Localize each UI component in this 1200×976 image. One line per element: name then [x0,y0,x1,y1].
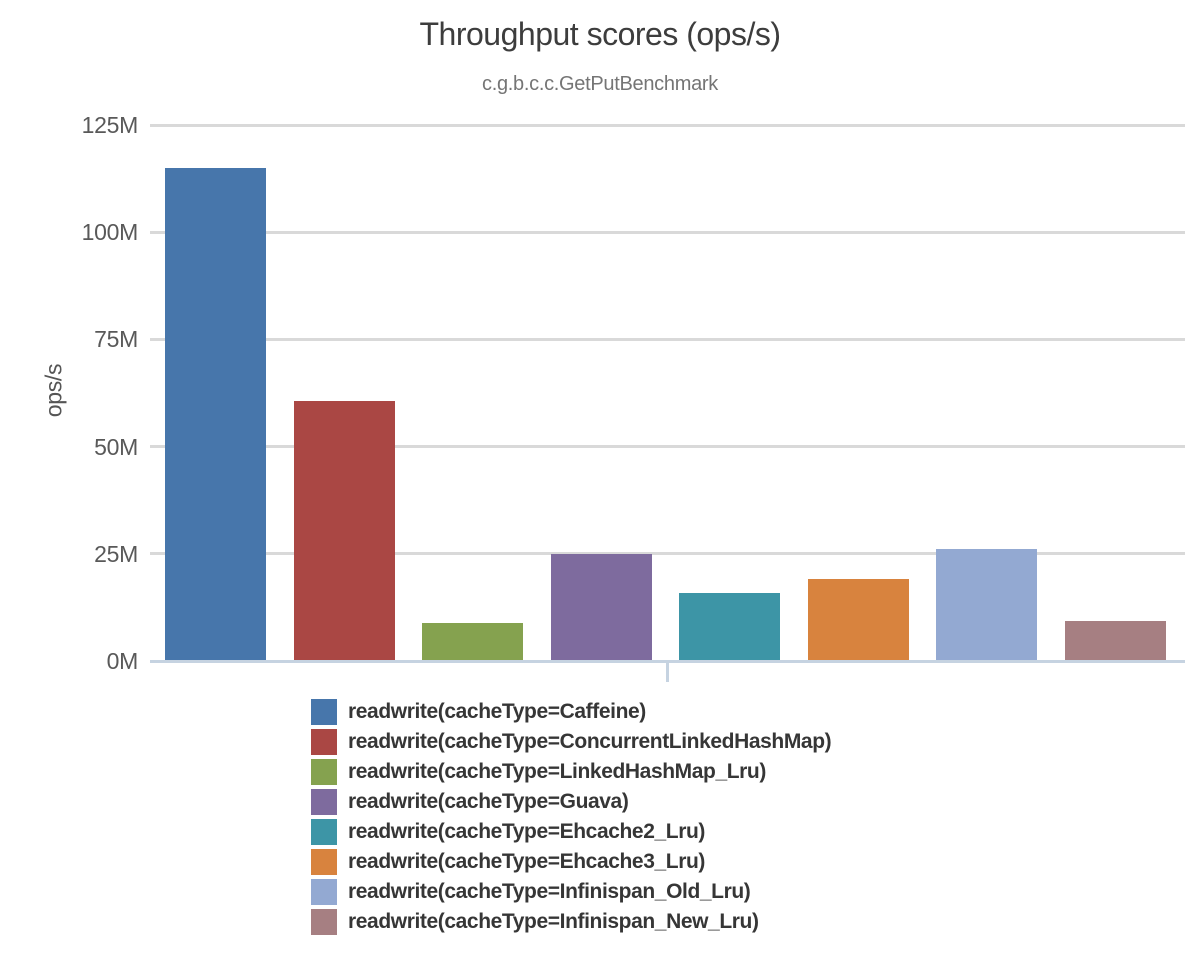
legend-item: readwrite(cacheType=Ehcache3_Lru) [311,847,831,877]
gridline-25m [150,552,1185,556]
chart-title: Throughput scores (ops/s) [419,16,782,52]
legend-item: readwrite(cacheType=Infinispan_Old_Lru) [311,877,831,907]
gridline-75m [150,337,1185,341]
gridline-100m [150,230,1185,234]
legend-swatch-icon [311,909,337,935]
legend-label: readwrite(cacheType=Ehcache2_Lru) [348,820,705,843]
legend-item: readwrite(cacheType=Ehcache2_Lru) [311,817,831,847]
y-tick-label-25m: 25M [94,540,138,567]
gridline-125m [150,123,1185,127]
legend-label: readwrite(cacheType=ConcurrentLinkedHash… [348,730,832,753]
legend-label: readwrite(cacheType=LinkedHashMap_Lru) [348,760,766,783]
legend-item: readwrite(cacheType=Guava) [311,787,831,817]
legend-swatch-icon [311,849,337,875]
legend-item: readwrite(cacheType=ConcurrentLinkedHash… [311,727,832,757]
y-tick-label-100m: 100M [81,219,139,246]
legend-item: readwrite(cacheType=LinkedHashMap_Lru) [311,757,831,787]
legend-label: readwrite(cacheType=Guava) [348,790,629,813]
bar-2-readwrite-cachetype-linkedhashmap-lru- [422,622,523,661]
legend-label: readwrite(cacheType=Infinispan_New_Lru) [348,910,759,933]
legend-label: readwrite(cacheType=Ehcache3_Lru) [348,850,705,873]
legend-swatch-icon [311,699,337,725]
legend: readwrite(cacheType=Caffeine) readwrite(c… [311,697,832,937]
bar-1-readwrite-cachetype-concurrentlinkedhashmap- [294,400,395,661]
legend-label: readwrite(cacheType=Caffeine) [348,700,646,723]
legend-item: readwrite(cacheType=Infinispan_New_Lru) [311,907,831,937]
chart-subtitle: c.g.b.c.c.GetPutBenchmark [482,73,718,95]
legend-swatch-icon [311,819,337,845]
bar-5-readwrite-cachetype-ehcache3-lru- [808,579,909,661]
bar-3-readwrite-cachetype-guava- [551,553,652,661]
bar-0-readwrite-cachetype-caffeine- [165,167,266,661]
bar-6-readwrite-cachetype-infinispan-old-lru- [936,548,1037,661]
legend-swatch-icon [311,879,337,905]
y-tick-label-75m: 75M [94,326,138,353]
y-tick-label-50m: 50M [94,433,138,460]
legend-label: readwrite(cacheType=Infinispan_Old_Lru) [348,880,751,903]
gridline-50m [150,445,1185,449]
bar-7-readwrite-cachetype-infinispan-new-lru- [1065,621,1166,661]
legend-item: readwrite(cacheType=Caffeine) [311,697,831,727]
legend-swatch-icon [311,759,337,785]
bar-4-readwrite-cachetype-ehcache2-lru- [679,592,780,661]
y-tick-label-125m: 125M [81,112,139,138]
x-axis-baseline [150,660,1185,663]
y-tick-label-0m: 0M [106,648,139,674]
legend-swatch-icon [311,729,337,755]
x-axis-tick [666,662,669,682]
legend-swatch-icon [311,789,337,815]
